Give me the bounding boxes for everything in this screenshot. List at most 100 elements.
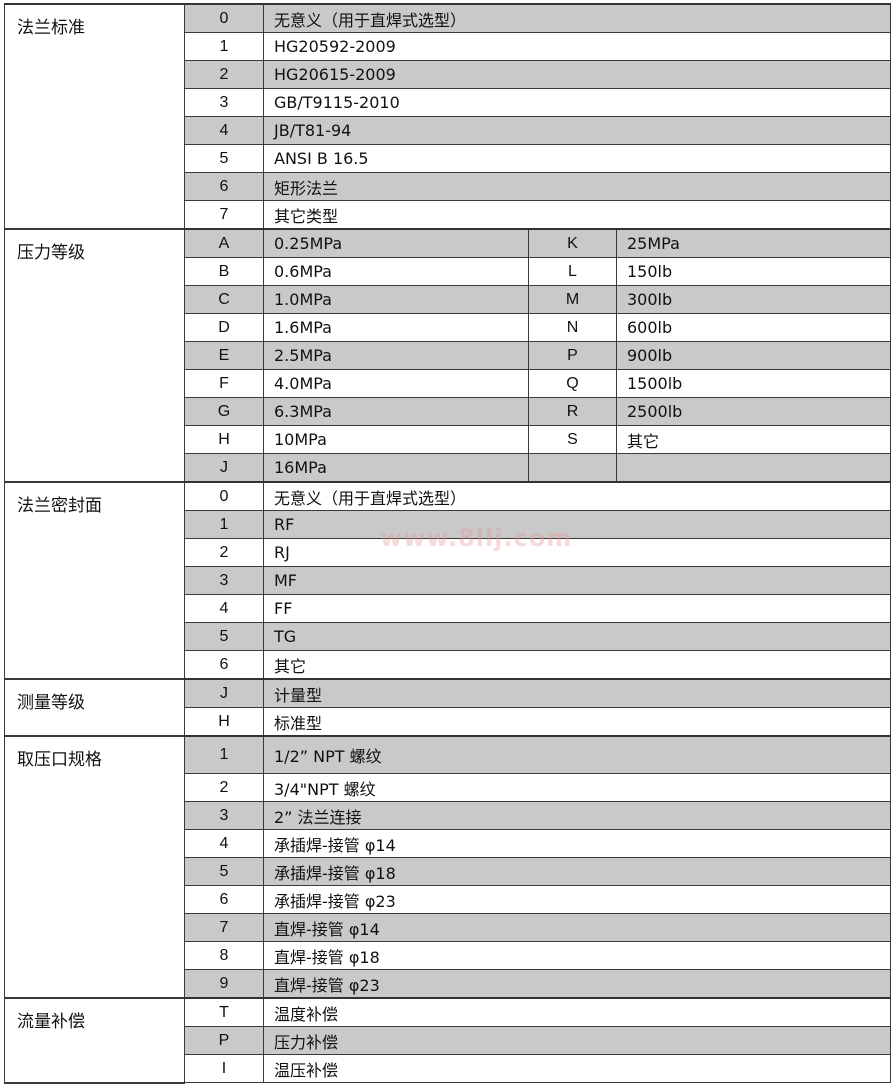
option-value: TG (263, 622, 891, 651)
option-code: P (528, 341, 617, 370)
option-value: 4.0MPa (263, 369, 529, 398)
selection-code-table: 法兰标准 0 无意义（用于直焊式选型） 1 HG20592-2009 2 HG20615-2… (4, 3, 891, 1084)
table-row: E 2.5MPa P 900lb (5, 341, 891, 370)
option-value: 2” 法兰连接 (263, 801, 891, 830)
option-value: 1.0MPa (263, 285, 529, 314)
option-value: 无意义（用于直焊式选型） (263, 3, 891, 33)
option-code: J (184, 678, 264, 708)
table-row: 取压口规格 1 1/2” NPT 螺纹 (4, 735, 891, 999)
option-code: 1 (184, 735, 264, 774)
table-row: 6 承插焊-接管 φ23 (5, 885, 891, 914)
table-row: 4 承插焊-接管 φ14 (5, 829, 891, 858)
option-code: B (184, 257, 264, 286)
option-value: 2500lb (616, 397, 891, 426)
option-code: L (528, 257, 617, 286)
option-value: 2.5MPa (263, 341, 529, 370)
table-row: D 1.6MPa N 600lb (5, 313, 891, 342)
option-value: 其它 (263, 650, 891, 680)
table-row: 测量等级 J 计量型 (4, 678, 891, 737)
table-row: B 0.6MPa L 150lb (5, 257, 891, 286)
option-value: 压力补偿 (263, 1026, 891, 1055)
option-value: 3/4"NPT 螺纹 (263, 773, 891, 802)
option-value: 矩形法兰 (263, 172, 891, 201)
option-value: RJ (263, 538, 891, 567)
table-row: H 10MPa S 其它 (5, 425, 891, 454)
option-code: 5 (184, 857, 264, 886)
option-value: GB/T9115-2010 (263, 88, 891, 117)
option-code: A (184, 228, 264, 258)
section-title: 取压口规格 (4, 735, 185, 999)
option-value: ANSI B 16.5 (263, 144, 891, 173)
option-code: K (528, 228, 617, 258)
table-row: 压力等级 A 0.25MPa K 25MPa (4, 228, 891, 483)
option-code: 2 (184, 773, 264, 802)
table-row: 3 GB/T9115-2010 (5, 88, 891, 117)
option-value: JB/T81-94 (263, 116, 891, 145)
option-value: 0.6MPa (263, 257, 529, 286)
table-row: 8 直焊-接管 φ18 (5, 941, 891, 970)
option-code: M (528, 285, 617, 314)
option-value: 承插焊-接管 φ23 (263, 885, 891, 914)
option-value: 1/2” NPT 螺纹 (263, 735, 891, 774)
table-row: 3 MF (5, 566, 891, 595)
table-row: G 6.3MPa R 2500lb (5, 397, 891, 426)
option-value: 计量型 (263, 678, 891, 708)
option-code: 1 (184, 32, 264, 61)
option-code: 4 (184, 116, 264, 145)
option-code: 0 (184, 481, 264, 511)
table-row: 7 直焊-接管 φ14 (5, 913, 891, 942)
option-value: 承插焊-接管 φ18 (263, 857, 891, 886)
option-value: 标准型 (263, 707, 891, 737)
option-value: 1.6MPa (263, 313, 529, 342)
option-code: H (184, 707, 264, 737)
option-code: Q (528, 369, 617, 398)
option-value: 1500lb (616, 369, 891, 398)
option-value: HG20592-2009 (263, 32, 891, 61)
table-row: 5 ANSI B 16.5 (5, 144, 891, 173)
option-code: 3 (184, 801, 264, 830)
option-value: 其它类型 (263, 200, 891, 230)
option-value: 6.3MPa (263, 397, 529, 426)
option-code: N (528, 313, 617, 342)
table-row: 7 其它类型 (5, 200, 891, 230)
option-code: 2 (184, 538, 264, 567)
table-row: 1 HG20592-2009 (5, 32, 891, 61)
option-value: 承插焊-接管 φ14 (263, 829, 891, 858)
option-code: 7 (184, 200, 264, 230)
option-value: 直焊-接管 φ14 (263, 913, 891, 942)
option-code: 2 (184, 60, 264, 89)
option-value: RF (263, 510, 891, 539)
option-code: 5 (184, 622, 264, 651)
option-value: 温压补偿 (263, 1054, 891, 1083)
option-code: 1 (184, 510, 264, 539)
option-code: 9 (184, 969, 264, 999)
option-value: 300lb (616, 285, 891, 314)
option-code: 7 (184, 913, 264, 942)
option-code: 8 (184, 941, 264, 970)
option-code: 4 (184, 829, 264, 858)
option-code: 3 (184, 566, 264, 595)
option-code: G (184, 397, 264, 426)
option-code: 0 (184, 3, 264, 33)
option-code: S (528, 425, 617, 454)
option-code (528, 453, 617, 483)
table-row: 4 FF (5, 594, 891, 623)
option-code: R (528, 397, 617, 426)
option-value: 0.25MPa (263, 228, 529, 258)
option-code: 6 (184, 885, 264, 914)
option-value: 10MPa (263, 425, 529, 454)
option-code: 4 (184, 594, 264, 623)
watermark: www.8llj.com (380, 524, 573, 552)
option-value: 150lb (616, 257, 891, 286)
section-title: 测量等级 (4, 678, 185, 737)
option-value: 温度补偿 (263, 997, 891, 1027)
section-title: 法兰标准 (4, 3, 185, 230)
option-code: H (184, 425, 264, 454)
table-row: 流量补偿 T 温度补偿 (4, 997, 891, 1084)
table-row: H 标准型 (5, 707, 891, 737)
option-code: T (184, 997, 264, 1027)
option-code: 6 (184, 650, 264, 680)
table-row: 5 承插焊-接管 φ18 (5, 857, 891, 886)
table-row: 法兰标准 0 无意义（用于直焊式选型） (4, 3, 891, 230)
section-title: 流量补偿 (4, 997, 185, 1084)
